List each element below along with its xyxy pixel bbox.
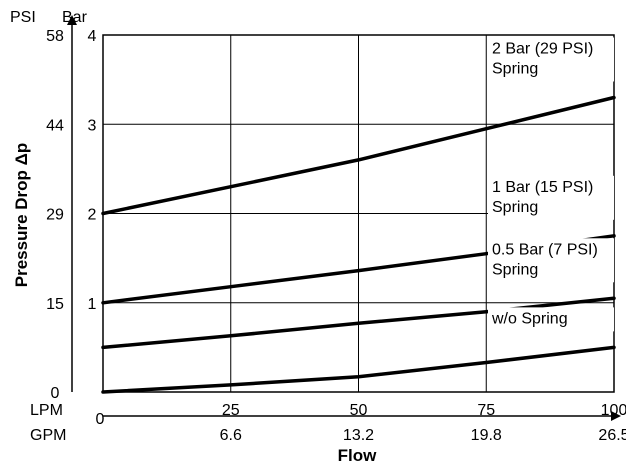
y-axis-title: Pressure Drop Δp [12, 143, 31, 287]
series-label: Spring [492, 261, 538, 278]
gpm-tick-label: 19.8 [471, 427, 502, 444]
lpm-unit-label: LPM [30, 402, 63, 419]
bar-tick-label: 2 [88, 207, 97, 224]
gpm-tick-label: 26.5 [598, 427, 626, 444]
series-line [101, 345, 616, 394]
series-label-background [488, 175, 614, 220]
gpm-tick-label: 6.6 [220, 427, 242, 444]
series-label-background [488, 307, 614, 332]
psi-tick-label: 44 [46, 117, 64, 134]
x-axis-title: Flow [338, 446, 377, 465]
lpm-tick-label: 25 [222, 402, 240, 419]
psi-tick-label: 58 [46, 28, 64, 45]
series-label: 1 Bar (15 PSI) [492, 179, 593, 196]
series-label: 0.5 Bar (7 PSI) [492, 241, 598, 258]
gpm-tick-label: 13.2 [343, 427, 374, 444]
series-label-background [488, 238, 614, 283]
gpm-unit-label: GPM [30, 427, 66, 444]
series-label: w/o Spring [491, 310, 568, 327]
lpm-tick-label: 75 [477, 402, 495, 419]
series-line [101, 95, 616, 216]
tick-labels: 25 50 75 100 6.6 13.2 19.8 26.5 0 15 29 44 58 1 2 3 4 [46, 28, 626, 444]
bar-unit-label: Bar [62, 9, 88, 26]
series-labels: 2 Bar (29 PSI) Spring 1 Bar (15 PSI) Spring… [488, 37, 614, 332]
series-label: 2 Bar (29 PSI) [492, 40, 593, 57]
lpm-tick-label: 50 [350, 402, 368, 419]
bar-tick-label: 4 [88, 28, 97, 45]
series-line [101, 296, 616, 350]
series-label: Spring [492, 60, 538, 77]
grid [103, 35, 614, 392]
psi-unit-label: PSI [10, 9, 36, 26]
lpm-tick-label: 100 [601, 402, 626, 419]
psi-tick-label: 0 [51, 385, 60, 402]
series-label: Spring [492, 199, 538, 216]
psi-tick-label: 15 [46, 296, 64, 313]
bar-tick-label: 3 [88, 117, 97, 134]
psi-tick-label: 29 [46, 207, 64, 224]
flow-zero-tick: 0 [96, 411, 105, 428]
bar-tick-label: 1 [88, 296, 97, 313]
series-label-background [488, 37, 614, 82]
